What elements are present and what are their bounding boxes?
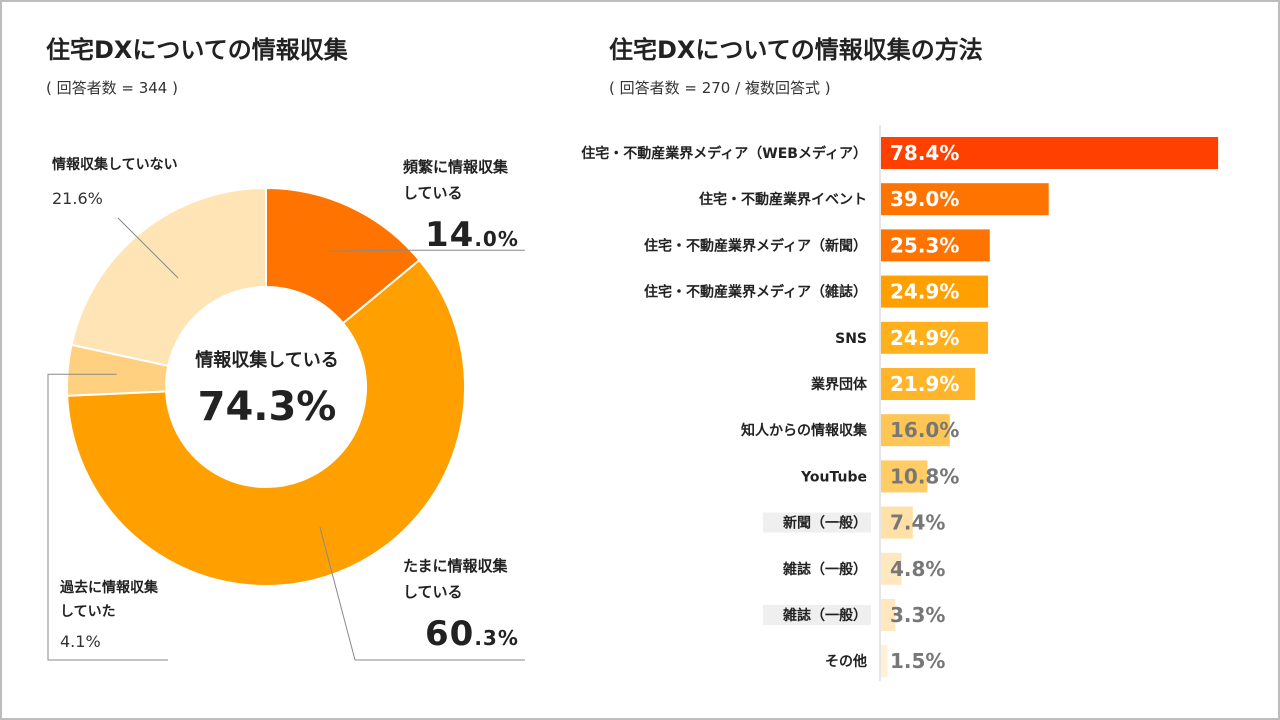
leader-line-none (117, 217, 179, 279)
label-sometimes-value: 60.3% (425, 614, 519, 654)
left-chart-title: 住宅DXについての情報収集 (46, 36, 348, 64)
donut-chart (47, 186, 525, 661)
bar-category-label: 住宅・不動産業界メディア（雑誌） (644, 284, 867, 301)
bar-category-label: 新聞（一般） (783, 515, 867, 532)
bar-value-label: 25.3% (890, 233, 959, 257)
donut-center-label: 情報収集している (195, 350, 339, 371)
bar-rect (881, 183, 1049, 216)
right-chart-subtitle: ( 回答者数 = 270 / 複数回答式 ) (609, 79, 831, 97)
donut-slice-none (70, 186, 267, 367)
label-none-name: 情報収集していない (52, 157, 178, 173)
bar-rect (881, 368, 976, 400)
bar-category-label: 業界団体 (810, 376, 868, 393)
bar-value-label: 24.9% (890, 280, 959, 304)
right-chart-title: 住宅DXについての情報収集の方法 (609, 36, 983, 64)
bar-value-label: 4.8% (890, 557, 945, 581)
bar-category-label: その他 (825, 653, 867, 670)
label-past-name-line1: 過去に情報収集 (60, 580, 158, 596)
bar-value-label: 16.0% (890, 418, 959, 442)
bar-rect (881, 552, 902, 585)
label-none-value: 21.6% (52, 189, 103, 208)
bar-category-label: 住宅・不動産業界メディア（WEBメディア） (581, 145, 867, 162)
bar-value-label: 24.9% (890, 326, 959, 350)
bar-value-label: 21.9% (890, 372, 959, 396)
bar-category-label: 雑誌（一般） (782, 607, 867, 624)
label-frequent-name-line2: している (403, 184, 463, 202)
label-past-value: 4.1% (60, 632, 101, 651)
bar-value-label: 3.3% (890, 603, 945, 627)
bar-category-label: YouTube (800, 469, 867, 485)
bar-rect (881, 137, 1219, 169)
bar-category-label: SNS (835, 331, 867, 347)
bar-value-label: 1.5% (890, 649, 945, 673)
leader-line-sometimes (319, 526, 525, 661)
label-sometimes-name-line2: している (403, 583, 463, 601)
label-past-name-line2: していた (60, 604, 116, 620)
bar-category-label: 雑誌（一般） (782, 561, 867, 578)
bar-rect (881, 506, 913, 539)
donut-slice-sometimes (66, 258, 466, 587)
bar-rect (881, 275, 989, 308)
bar-chart: 住宅・不動産業界メディア（WEBメディア） 78.4% 住宅・不動産業界イベント 39… (581, 125, 1219, 681)
bar-category-label: 住宅・不動産業界メディア（新聞） (644, 237, 867, 254)
bar-rect (881, 414, 950, 447)
bar-category-highlight (763, 605, 871, 625)
label-frequent-name-line1: 頻繁に情報収集 (403, 158, 509, 176)
bar-category-highlight (763, 512, 871, 533)
bar-value-label: 7.4% (890, 511, 945, 535)
leader-line-frequent (329, 249, 525, 252)
bar-rect (881, 599, 896, 631)
bar-value-label: 39.0% (890, 187, 959, 211)
leader-line-past (47, 373, 168, 661)
bar-value-label: 78.4% (890, 141, 959, 165)
donut-center-value: 74.3% (197, 384, 337, 430)
label-sometimes-name-line1: たまに情報収集 (403, 557, 508, 575)
bar-value-label: 10.8% (890, 464, 959, 488)
label-frequent-value: 14.0% (425, 215, 519, 255)
bar-rect (881, 460, 928, 493)
bar-category-label: 知人からの情報収集 (741, 422, 868, 439)
left-chart-subtitle: ( 回答者数 = 344 ) (46, 79, 178, 97)
bar-rect (881, 321, 989, 354)
bar-rect (881, 229, 990, 262)
bar-rect (881, 645, 888, 678)
bar-category-label: 住宅・不動産業界イベント (699, 191, 867, 208)
